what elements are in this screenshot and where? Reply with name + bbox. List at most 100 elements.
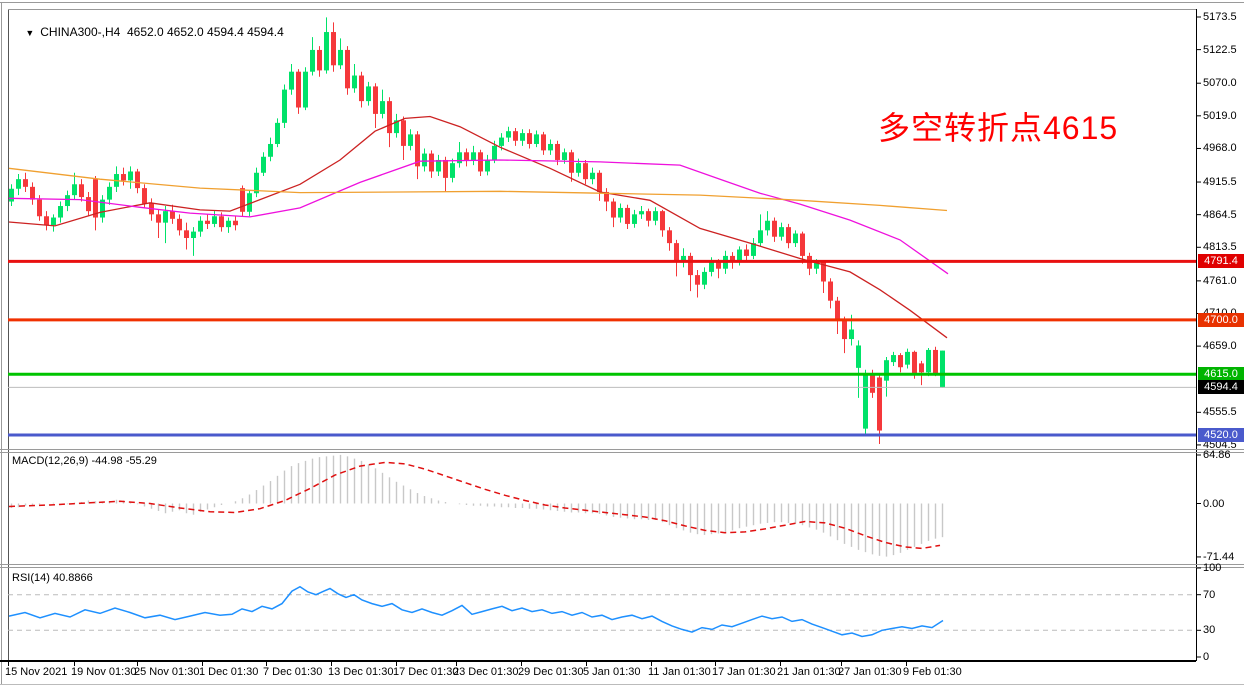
candle-body [37,199,42,217]
candle-body [513,131,518,141]
candle-body [443,159,448,178]
price-level-badge: 4791.4 [1198,254,1244,269]
candle-body [170,211,175,219]
candle-body [44,216,49,226]
rsi-axis-label: 70 [1203,588,1216,601]
candle-body [485,159,490,172]
candle-body [352,75,357,89]
time-axis-label: 21 Jan 01:30 [777,666,841,678]
price-axis-label: 4968.0 [1203,142,1237,155]
candle-body [226,220,231,228]
candle-body [93,179,98,218]
candle-body [702,271,707,285]
macd-axis-label: 0.00 [1203,497,1225,510]
price-axis-label: 4659.0 [1203,340,1237,353]
rsi-line [8,585,944,638]
candle-body [884,360,889,381]
candle-body [268,143,273,157]
candle-body [898,355,903,368]
candle-body [394,120,399,134]
candle-body [380,101,385,114]
macd-axis-label: -71.44 [1203,550,1235,563]
candle-body [919,363,924,373]
candle-body [296,71,301,108]
candle-body [86,197,91,212]
candle-body [408,134,413,146]
ohlc-values: 4652.0 4652.0 4594.4 4594.4 [126,25,284,39]
candle-body [261,156,266,173]
candle-body [758,230,763,244]
candle-body [9,188,14,202]
chart-header: ▼ CHINA300-,H4 4652.0 4652.0 4594.4 4594.… [12,11,284,53]
price-axis-label: 4864.5 [1203,208,1237,221]
candle-body [240,188,245,212]
candle-body [142,188,147,204]
candle-body [716,262,721,269]
candle-body [828,281,833,301]
candle-body [863,372,868,429]
candle-body [653,211,658,221]
candle-body [289,71,294,90]
candle-body [247,193,252,212]
text-annotation[interactable]: 多空转折点4615 [878,110,1119,146]
candle-body [429,153,434,172]
candle-body [121,174,126,181]
time-axis-label: 19 Nov 01:30 [71,666,137,678]
price-level-badge: 4520.0 [1198,428,1244,443]
candle-body [709,262,714,272]
candle-body [674,243,679,263]
candle-body [849,329,854,340]
candle-body [667,230,672,244]
collapse-arrow-icon[interactable]: ▼ [25,28,35,38]
time-axis-label: 9 Feb 01:30 [903,666,962,678]
candle-body [275,122,280,144]
candle-body [695,275,700,285]
time-axis-label: 29 Dec 01:30 [518,666,584,678]
candle-body [765,220,770,231]
candle-body [303,71,308,108]
candle-body [359,75,364,102]
candle-body [128,171,133,181]
candle-body [324,32,329,71]
candle-body [835,300,840,320]
price-axis-label: 4915.5 [1203,176,1237,189]
candle-body [282,89,287,123]
macd-axis-label: 64.86 [1203,448,1231,461]
candle-body [254,172,259,194]
candle-body [107,186,112,200]
candle-body [317,49,322,71]
candle-body [135,171,140,189]
time-axis-label: 17 Jan 01:30 [712,666,776,678]
candle-body [576,163,581,173]
candle-body [562,152,567,160]
candle-body [681,255,686,263]
ma-fast-red [8,115,948,339]
candle-body [877,377,882,431]
candle-body [331,32,336,66]
candle-body [373,86,378,114]
candle-body [555,143,560,160]
candle-body [205,220,210,224]
rsi-axis-label: 100 [1203,562,1222,574]
candle-body [16,179,21,189]
candle-body [233,220,238,226]
current-price-badge: 4594.4 [1198,380,1244,395]
candle-body [422,153,427,167]
candle-body [940,350,945,388]
candle-body [30,186,35,200]
candle-body [457,152,462,164]
ma-slow-orange [8,167,948,212]
candle-body [100,199,105,218]
macd-indicator-label: MACD(12,26,9) -44.98 -55.29 [12,455,157,467]
candle-body [611,201,616,218]
rsi-axis-label: 30 [1203,624,1216,637]
candle-body [499,137,504,146]
candle-body [618,207,623,218]
time-axis-label: 23 Dec 01:30 [453,666,519,678]
candle-body [793,233,798,244]
price-axis-label: 4813.5 [1203,241,1237,254]
candle-body [366,86,371,102]
candle-body [933,349,938,373]
rsi-indicator-label: RSI(14) 40.8866 [12,572,93,584]
